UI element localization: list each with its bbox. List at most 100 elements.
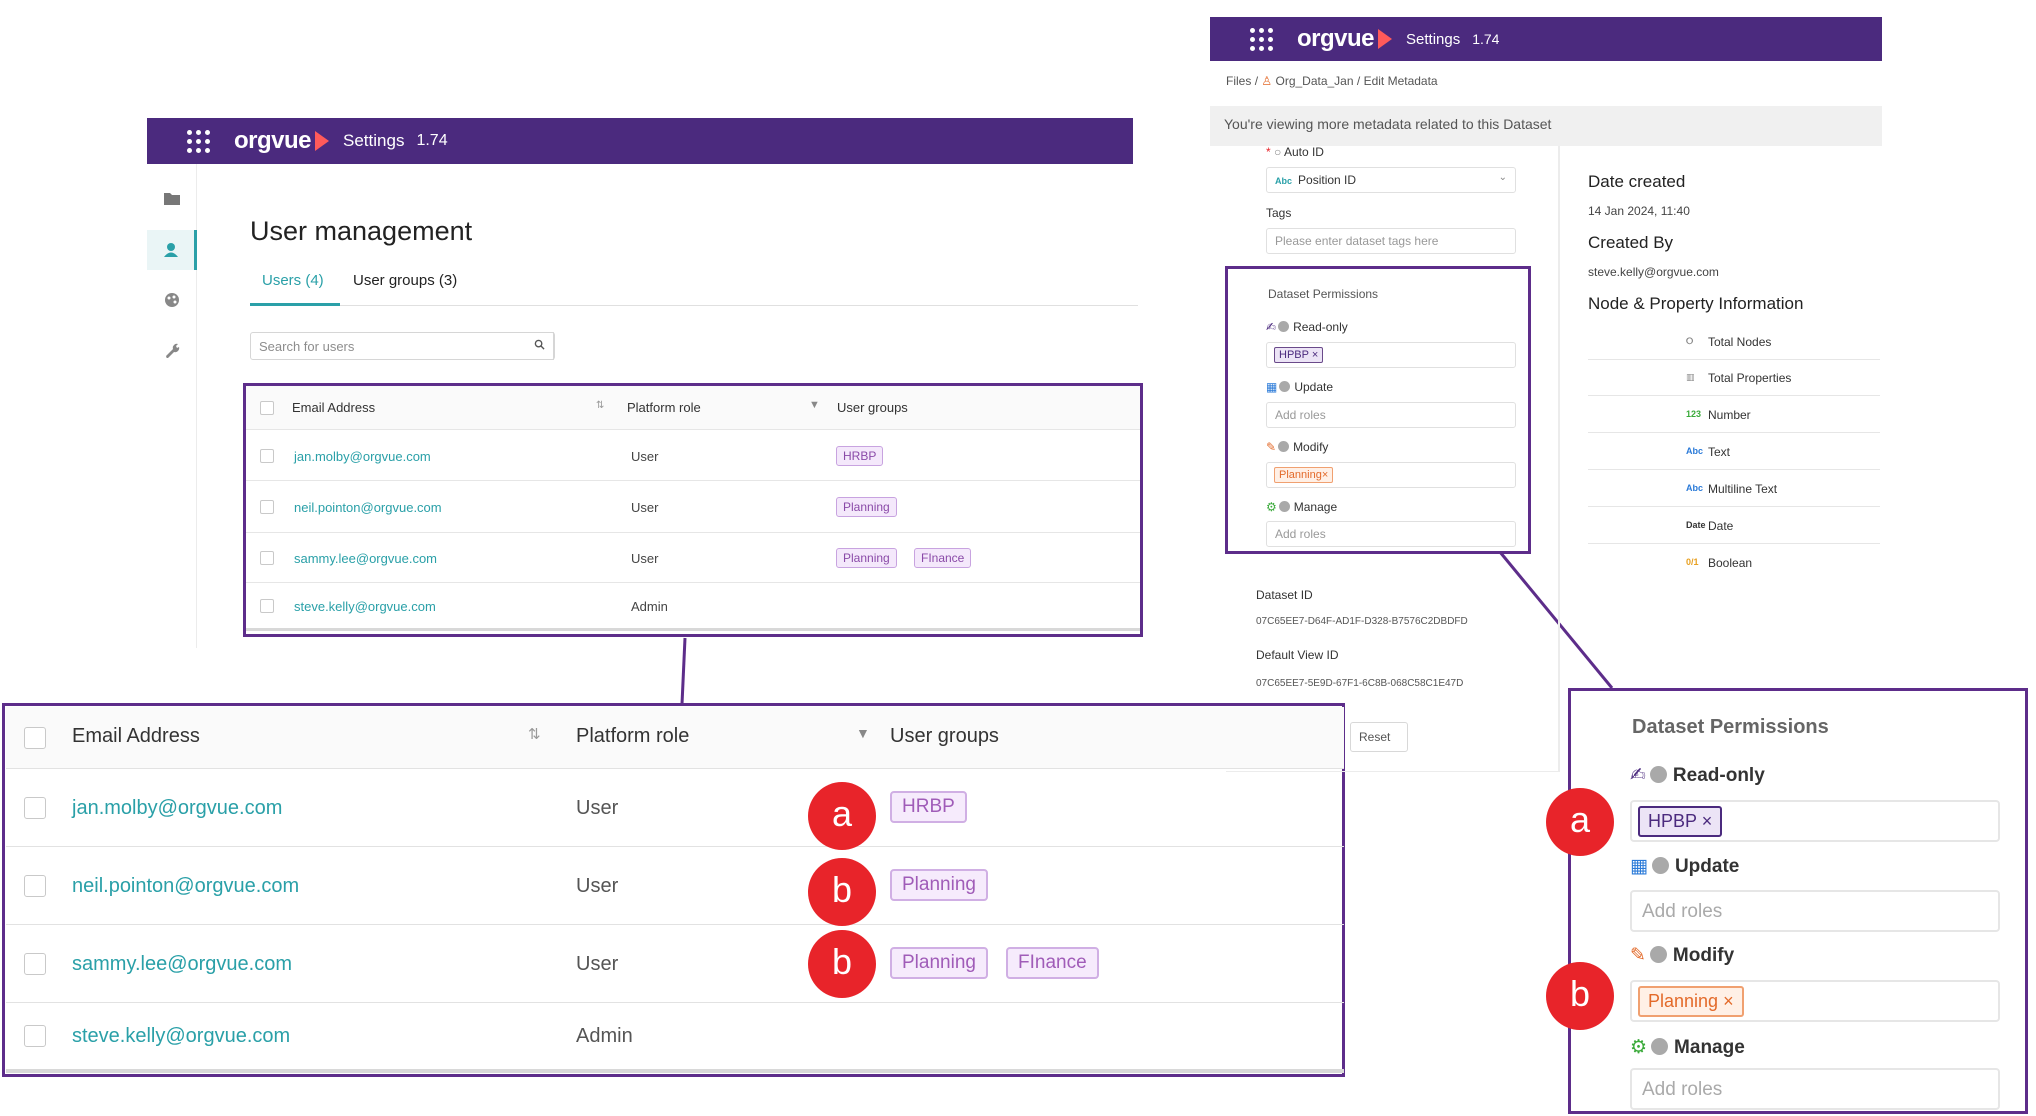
user-email[interactable]: sammy.lee@orgvue.com [72,953,292,975]
brand-logo: orgvue [1297,25,1406,53]
column-groups[interactable]: User groups [837,400,908,415]
readonly-input[interactable] [1266,342,1516,368]
user-role: Admin [576,1025,633,1047]
user-role: User [576,797,619,819]
sidebar [147,164,197,648]
filter-icon[interactable]: ▼ [856,725,870,741]
wrench-icon[interactable] [164,342,180,359]
search-button[interactable] [526,332,554,360]
brand-logo: orgvue [234,127,343,155]
callout-b: b [808,930,876,998]
modify-label: ✎ Modify [1266,440,1329,454]
tag-remove-icon[interactable]: × [1723,991,1734,1011]
number-icon: 123 [1686,409,1702,419]
row-checkbox[interactable] [260,449,274,463]
filter-icon[interactable]: ▼ [809,399,820,411]
tag-remove-icon[interactable]: × [1311,349,1319,361]
highlight-frame-permissions [1225,266,1531,554]
row-checkbox[interactable] [260,551,274,565]
sort-icon[interactable]: ⇅ [596,400,605,411]
table-row[interactable]: sammy.lee@orgvue.com User Planning FInan… [246,533,1140,583]
folder-icon[interactable] [164,191,180,207]
modify-tag[interactable]: Planning× [1274,467,1334,483]
table-header: Email Address ⇅ Platform role ▼ User gro… [6,707,1344,769]
column-email[interactable]: Email Address [72,725,200,747]
select-all-checkbox[interactable] [24,727,46,749]
zoom-frame-permissions [1568,688,2028,1114]
boolean-icon: 0/1 [1686,557,1699,567]
manage-input[interactable]: Add roles [1266,521,1516,547]
select-all-checkbox[interactable] [260,401,274,415]
user-role: User [631,500,659,515]
auto-id-select[interactable]: Abc Position ID ⌄ [1266,167,1516,193]
tag-remove-icon[interactable]: × [1321,469,1329,481]
sidebar-item-users[interactable] [147,230,197,270]
node-info-row: Date Date [1588,508,1880,544]
row-checkbox[interactable] [24,1025,46,1047]
highlight-frame-table [243,383,1143,637]
column-email[interactable]: Email Address [292,400,376,415]
row-checkbox[interactable] [24,875,46,897]
gear-icon: ⚙ [1630,1037,1648,1058]
user-email[interactable]: steve.kelly@orgvue.com [72,1025,291,1047]
table-row[interactable]: sammy.lee@orgvue.com User Planning FInan… [6,925,1344,1003]
palette-icon[interactable] [164,292,180,308]
group-tag: FInance [914,548,972,568]
table-row[interactable]: jan.molby@orgvue.com User HRBP [246,430,1140,481]
reset-button[interactable]: Reset [1350,722,1408,752]
user-role: User [631,449,659,464]
user-email[interactable]: neil.pointon@orgvue.com [72,875,300,897]
user-icon [164,243,178,257]
tags-input[interactable]: Please enter dataset tags here [1266,228,1516,254]
breadcrumb-dataset[interactable]: Org_Data_Jan [1275,74,1354,88]
tab-users[interactable]: Users (4) [250,272,340,306]
group-tag: FInance [1006,947,1099,979]
app-grid-icon[interactable] [187,129,210,153]
row-checkbox[interactable] [260,500,274,514]
multiline-text-icon: Abc [1686,483,1704,493]
update-input[interactable]: Add roles [1630,890,2000,932]
breadcrumb-files[interactable]: Files [1226,74,1252,88]
table-header: Email Address ⇅ Platform role ▼ User gro… [246,386,1140,430]
user-email[interactable]: neil.pointon@orgvue.com [294,500,442,515]
default-view-id-value: 07C65EE7-5E9D-67F1-6C8B-068C58C1E47D [1256,678,1464,689]
permissions-title-zoom: Dataset Permissions [1632,716,1829,738]
date-created-value: 14 Jan 2024, 11:40 [1588,204,1690,218]
column-role[interactable]: Platform role [627,400,701,415]
table-row[interactable]: neil.pointon@orgvue.com User Planning [6,847,1344,925]
row-checkbox[interactable] [24,797,46,819]
search-input[interactable]: Search for users [250,332,555,360]
manage-input[interactable]: Add roles [1630,1068,2000,1110]
user-email[interactable]: steve.kelly@orgvue.com [294,599,436,614]
tag-remove-icon[interactable]: × [1701,811,1713,831]
readonly-label: ✍ Read-only [1266,320,1348,334]
created-by-value: steve.kelly@orgvue.com [1588,265,1719,279]
app-grid-icon[interactable] [1250,27,1273,51]
readonly-icon: ✍ [1266,320,1277,334]
sort-icon[interactable]: ⇅ [528,726,541,743]
user-email[interactable]: jan.molby@orgvue.com [72,797,283,819]
version-label: 1.74 [416,132,448,149]
tab-bar: Users (4) User groups (3) [250,272,1138,306]
column-groups[interactable]: User groups [890,725,999,747]
row-checkbox[interactable] [260,599,274,613]
user-email[interactable]: jan.molby@orgvue.com [294,449,431,464]
column-role[interactable]: Platform role [576,725,690,747]
row-checkbox[interactable] [24,953,46,975]
readonly-tag[interactable]: HPBP × [1638,806,1723,837]
table-row[interactable]: jan.molby@orgvue.com User HRBP [6,769,1344,847]
group-tag: Planning [836,497,897,517]
readonly-tag[interactable]: HPBP × [1274,347,1324,363]
modify-tag[interactable]: Planning × [1638,986,1744,1017]
user-email[interactable]: sammy.lee@orgvue.com [294,551,437,566]
tags-label: Tags [1266,206,1292,220]
table-row[interactable]: steve.kelly@orgvue.com Admin [6,1003,1344,1073]
table-row[interactable]: steve.kelly@orgvue.com Admin [246,583,1140,631]
person-icon: ♙ [1261,74,1273,88]
table-row[interactable]: neil.pointon@orgvue.com User Planning [246,481,1140,533]
tab-user-groups[interactable]: User groups (3) [353,272,458,289]
breadcrumb: Files / ♙ Org_Data_Jan / Edit Metadata [1226,74,1438,88]
update-input[interactable]: Add roles [1266,402,1516,428]
group-tag: HRBP [836,446,884,466]
